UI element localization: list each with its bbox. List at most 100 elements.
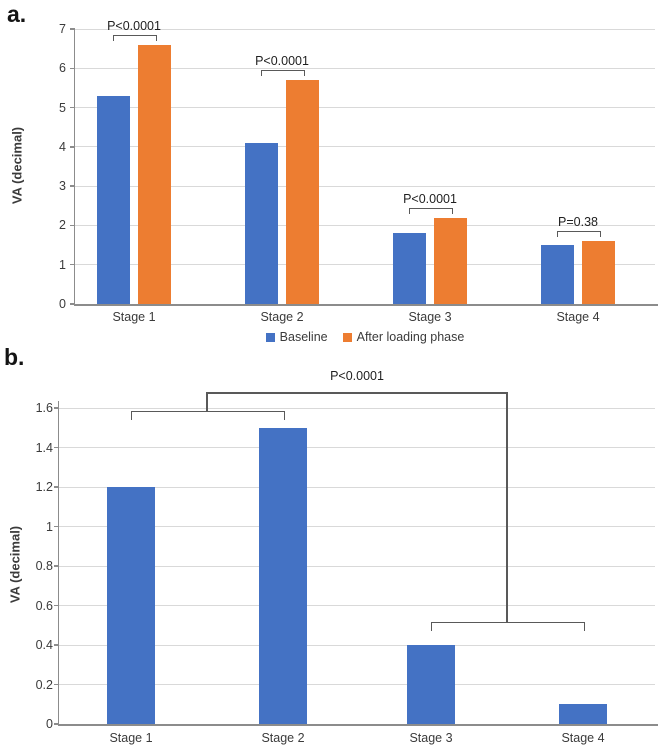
y-tick-label: 2 bbox=[59, 218, 66, 233]
legend-item: After loading phase bbox=[342, 330, 465, 344]
gridline bbox=[59, 644, 655, 646]
y-axis-tick bbox=[70, 67, 75, 70]
p-value-label: P<0.0001 bbox=[330, 369, 384, 383]
y-tick-label: 4 bbox=[59, 139, 66, 154]
y-tick-label: 1.2 bbox=[35, 480, 53, 494]
x-axis-line bbox=[73, 303, 658, 306]
legend-swatch-icon bbox=[265, 332, 275, 342]
group-bracket-right bbox=[431, 622, 585, 631]
bar-stage-1-after bbox=[138, 44, 171, 304]
gridline bbox=[75, 107, 655, 109]
legend-item: Baseline bbox=[265, 330, 328, 344]
bar-stage-3-baseline bbox=[393, 233, 426, 304]
y-tick-label: 0.2 bbox=[35, 677, 53, 692]
y-tick-label: 6 bbox=[59, 61, 66, 76]
legend-label: Baseline bbox=[279, 330, 328, 344]
gridline bbox=[75, 224, 655, 226]
legend: Baseline After loading phase bbox=[75, 329, 655, 345]
y-tick-label: 0.8 bbox=[35, 559, 53, 573]
bar-stage-2-after bbox=[286, 80, 319, 304]
gridline bbox=[75, 264, 655, 266]
gridline bbox=[59, 565, 655, 567]
p-value-label: P<0.0001 bbox=[403, 191, 457, 206]
bar-stage-4-after bbox=[582, 241, 615, 304]
y-axis-tick bbox=[54, 407, 59, 409]
y-axis-tick bbox=[54, 723, 59, 725]
gridline bbox=[59, 526, 655, 527]
group-bracket-connector bbox=[206, 392, 208, 411]
significance-bracket bbox=[409, 207, 453, 214]
x-category-label: Stage 2 bbox=[260, 310, 304, 324]
y-tick-label: 0 bbox=[46, 717, 53, 731]
y-axis-tick bbox=[54, 565, 59, 567]
x-category-label: Stage 1 bbox=[109, 731, 153, 745]
legend-swatch-icon bbox=[342, 332, 352, 342]
gridline bbox=[59, 605, 655, 606]
gridline bbox=[75, 28, 655, 30]
y-axis-line bbox=[57, 401, 59, 724]
p-value-label: P<0.0001 bbox=[107, 18, 161, 33]
y-tick-label: 7 bbox=[59, 22, 66, 36]
y-axis-tick bbox=[54, 644, 59, 646]
p-value-label: P<0.0001 bbox=[255, 54, 309, 69]
gridline bbox=[59, 486, 655, 488]
x-category-label: Stage 3 bbox=[408, 310, 452, 324]
y-tick-label: 5 bbox=[59, 100, 66, 115]
bar-stage-4 bbox=[559, 704, 607, 724]
gridline bbox=[59, 684, 655, 685]
y-tick-label: 1 bbox=[59, 257, 66, 272]
group-bracket-topline bbox=[207, 392, 507, 394]
y-tick-label: 3 bbox=[59, 179, 66, 194]
gridline bbox=[59, 447, 655, 448]
bar-stage-3-after bbox=[434, 217, 467, 304]
significance-bracket bbox=[557, 231, 601, 238]
group-bracket-left bbox=[131, 411, 285, 420]
y-tick-label: 0.6 bbox=[35, 598, 53, 613]
panel-a-label: a. bbox=[7, 1, 27, 27]
y-axis-line bbox=[73, 29, 75, 304]
x-category-label: Stage 4 bbox=[556, 310, 600, 324]
x-category-label: Stage 2 bbox=[261, 731, 305, 745]
y-axis-tick bbox=[70, 146, 75, 148]
y-axis-tick bbox=[54, 446, 59, 449]
y-axis-tick bbox=[70, 263, 75, 266]
y-tick-label: 1.4 bbox=[35, 440, 53, 455]
y-axis-tick bbox=[54, 486, 59, 488]
y-tick-label: 1 bbox=[46, 519, 53, 534]
bar-stage-1 bbox=[107, 487, 155, 724]
gridline bbox=[59, 407, 655, 409]
bar-stage-1-baseline bbox=[97, 95, 130, 304]
legend-label: After loading phase bbox=[356, 330, 465, 344]
significance-bracket bbox=[261, 70, 305, 77]
y-tick-label: 0.4 bbox=[35, 638, 53, 652]
x-category-label: Stage 4 bbox=[561, 731, 605, 745]
y-axis-tick bbox=[70, 185, 75, 187]
bar-stage-3 bbox=[407, 645, 455, 724]
y-axis-tick bbox=[70, 106, 75, 109]
y-axis-tick bbox=[70, 224, 75, 227]
y-axis-tick bbox=[54, 683, 59, 686]
group-bracket-vertical bbox=[506, 392, 508, 622]
y-axis-title: VA (decimal) bbox=[7, 525, 23, 604]
y-tick-label: 0 bbox=[59, 297, 66, 311]
bar-stage-2-baseline bbox=[245, 142, 278, 304]
y-tick-label: 1.6 bbox=[35, 401, 53, 415]
y-axis-tick bbox=[54, 525, 59, 528]
bar-stage-2 bbox=[259, 427, 307, 724]
y-axis-tick bbox=[54, 604, 59, 607]
y-axis-tick bbox=[70, 303, 75, 305]
y-axis-tick bbox=[70, 28, 75, 30]
gridline bbox=[75, 67, 655, 69]
panel-b-label: b. bbox=[4, 344, 25, 370]
p-value-label: P=0.38 bbox=[558, 215, 598, 230]
x-axis-line bbox=[57, 723, 658, 726]
gridline bbox=[75, 146, 655, 148]
bar-stage-4-baseline bbox=[541, 245, 574, 304]
gridline bbox=[75, 185, 655, 187]
x-category-label: Stage 3 bbox=[409, 731, 453, 745]
significance-bracket bbox=[113, 34, 157, 41]
x-category-label: Stage 1 bbox=[112, 310, 156, 324]
